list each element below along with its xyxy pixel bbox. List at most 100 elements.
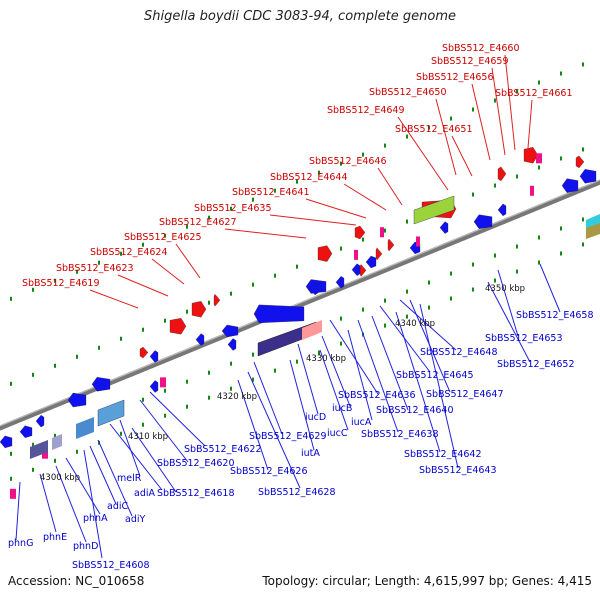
lane-dot bbox=[340, 341, 342, 346]
leader-line bbox=[321, 335, 351, 407]
gene-label: SbBS512_E4649 bbox=[327, 105, 405, 116]
gene-label: adiA bbox=[134, 488, 155, 499]
lane-dot bbox=[560, 251, 562, 256]
lane-dot bbox=[560, 71, 562, 76]
gene-label: melR bbox=[117, 473, 142, 484]
gene-arrow bbox=[375, 247, 383, 261]
lane-dot bbox=[582, 147, 584, 152]
lane-dot bbox=[296, 179, 298, 184]
lane-dot bbox=[32, 287, 34, 292]
gene-label: SbBS512_E4653 bbox=[485, 333, 563, 344]
lane-dot bbox=[208, 215, 210, 220]
gene-arrow bbox=[309, 282, 319, 296]
lane-dot bbox=[362, 237, 364, 242]
lane-dot bbox=[252, 377, 254, 382]
operon-block bbox=[52, 434, 62, 450]
lane-dot bbox=[54, 433, 56, 438]
gene-label: iucC bbox=[327, 428, 348, 439]
gene-label: SbBS512_E4660 bbox=[442, 43, 520, 54]
gene-label: SbBS512_E4624 bbox=[90, 247, 168, 258]
lane-dot bbox=[560, 156, 562, 161]
lane-dot bbox=[340, 316, 342, 321]
lane-dot bbox=[252, 197, 254, 202]
gene-arrow bbox=[191, 301, 207, 318]
lane-dot bbox=[406, 134, 408, 139]
lane-dot bbox=[428, 125, 430, 130]
lane-dot bbox=[582, 62, 584, 67]
gene-label: phnG bbox=[8, 538, 33, 549]
gene-arrow bbox=[227, 338, 237, 351]
lane-dot bbox=[516, 89, 518, 94]
gene-label: SbBS512_E4642 bbox=[404, 449, 482, 460]
lane-dot bbox=[142, 242, 144, 247]
gene-label: SbBS512_E4643 bbox=[419, 465, 497, 476]
operon-block bbox=[586, 223, 600, 239]
lane-dot bbox=[494, 253, 496, 258]
lane-dot bbox=[208, 300, 210, 305]
gene-arrow bbox=[149, 350, 159, 363]
tick-label: 4340 kbp bbox=[395, 319, 435, 329]
gene-label: SbBS512_E4608 bbox=[72, 560, 150, 571]
lane-dot bbox=[296, 264, 298, 269]
lane-dot bbox=[10, 296, 12, 301]
gene-label: SbBS512_E4638 bbox=[361, 429, 439, 440]
tick-label: 4350 kbp bbox=[485, 284, 525, 294]
accession-text: Accession: NC_010658 bbox=[8, 574, 145, 588]
leader-line bbox=[487, 281, 531, 363]
gene-label: SbBS512_E4620 bbox=[157, 458, 235, 469]
lane-dot bbox=[472, 262, 474, 267]
leader-line bbox=[343, 183, 387, 211]
gene-arrow bbox=[19, 425, 33, 438]
lane-dot bbox=[450, 296, 452, 301]
operon-block bbox=[97, 399, 125, 427]
lane-dot bbox=[186, 379, 188, 384]
gene-label: adiC bbox=[107, 501, 128, 512]
lane-dot bbox=[186, 224, 188, 229]
lane-dot bbox=[208, 370, 210, 375]
gene-label: SbBS512_E4656 bbox=[416, 72, 494, 83]
lane-dot bbox=[32, 372, 34, 377]
gene-arrow bbox=[497, 203, 507, 217]
lane-dot bbox=[186, 309, 188, 314]
tick-label: 4310 kbp bbox=[128, 432, 168, 442]
lane-dot bbox=[384, 298, 386, 303]
rna-marker bbox=[10, 488, 16, 499]
leader-line bbox=[224, 228, 307, 239]
leader-line bbox=[253, 361, 283, 435]
leader-line bbox=[297, 343, 319, 415]
lane-dot bbox=[32, 442, 34, 447]
lane-dot bbox=[516, 174, 518, 179]
lane-dot bbox=[406, 289, 408, 294]
leader-line bbox=[139, 399, 189, 463]
gene-arrow bbox=[575, 155, 585, 169]
lane-dot bbox=[516, 269, 518, 274]
gene-arrow bbox=[149, 380, 159, 393]
gene-label: SbBS512_E4627 bbox=[159, 217, 237, 228]
lane-dot bbox=[450, 116, 452, 121]
lane-dot bbox=[76, 354, 78, 359]
gene-arrow bbox=[0, 435, 13, 449]
gene-arrow bbox=[439, 221, 449, 234]
gene-arrow bbox=[253, 304, 305, 323]
gene-label: phnE bbox=[43, 532, 67, 543]
leader-line bbox=[65, 457, 101, 515]
topology-summary: Topology: circular; Length: 4,615,997 bp… bbox=[262, 574, 592, 588]
gene-arrow bbox=[365, 255, 377, 269]
lane-dot bbox=[384, 323, 386, 328]
gene-arrow bbox=[523, 147, 539, 164]
leader-line bbox=[347, 329, 373, 421]
gene-label: SbBS512_E4618 bbox=[157, 488, 235, 499]
lane-dot bbox=[406, 219, 408, 224]
forward-labels: SbBS512_E4660 SbBS512_E4659 SbBS512_E465… bbox=[22, 43, 573, 289]
leader-line bbox=[151, 258, 185, 285]
gene-label: phnD bbox=[73, 541, 98, 552]
lane-dot bbox=[76, 449, 78, 454]
leader-line bbox=[319, 349, 349, 431]
lane-dot bbox=[164, 413, 166, 418]
gene-label: phnA bbox=[83, 513, 108, 524]
rna-marker bbox=[416, 236, 420, 247]
gene-label: SbBS512_E4659 bbox=[431, 56, 509, 67]
lane-dot bbox=[538, 260, 540, 265]
leader-lines bbox=[15, 54, 561, 559]
gene-arrow bbox=[561, 178, 579, 193]
